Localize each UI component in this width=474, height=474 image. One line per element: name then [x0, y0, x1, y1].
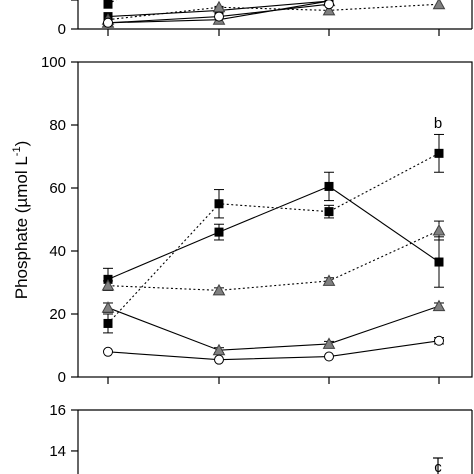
panel-a-series-2-line	[107, 3, 440, 21]
panel-b-series-2-point	[101, 279, 115, 291]
panel-c-y-tick-label: 14	[49, 443, 66, 460]
panel-b-series-4-point	[103, 346, 113, 357]
panel-b-series-4-point	[434, 335, 444, 346]
panel-b-series-4-point	[324, 351, 334, 362]
panel-a: 0	[58, 0, 473, 38]
panel-b-series-3-line	[107, 305, 440, 351]
panel-b-series-4-point	[214, 354, 224, 365]
panel-a-series-2-point	[432, 0, 446, 10]
y-tick-label: 40	[49, 243, 66, 260]
y-tick-label: 60	[49, 180, 66, 197]
panel-b-series-2-point	[322, 274, 336, 286]
panel-b-letter: b	[434, 115, 442, 132]
panel-b-series-2-line	[107, 230, 440, 291]
panel-a-series-4-point	[214, 11, 224, 22]
panel-b-series-1-point	[324, 181, 334, 191]
panel-c-y-tick-label: 16	[49, 402, 66, 419]
panel-b: b Phosphate (µmol L-1) 0 20 40 60 80 100	[11, 54, 473, 386]
panel-a-y-tick-label: 0	[58, 21, 66, 38]
panel-b-series-0-point	[103, 318, 113, 328]
panel-b-series-4-line	[107, 340, 440, 361]
panel-b-series-3-point	[432, 299, 446, 312]
panel-b-series-0-point	[324, 207, 334, 217]
panel-b-series-1-point	[434, 257, 444, 267]
panel-b-series-0-point	[214, 199, 224, 209]
panel-a-series-4-point	[103, 17, 113, 28]
panel-b-series-0-line	[107, 152, 440, 324]
y-axis-title: Phosphate (µmol L-1)	[11, 141, 31, 300]
panel-b-series-0-point	[434, 148, 444, 158]
panel-a-series-0-point	[103, 0, 113, 9]
y-tick-label: 80	[49, 117, 66, 134]
panel-b-series-1-line	[107, 185, 440, 280]
panel-b-series-2-point	[212, 283, 226, 296]
panel-b-series-2-point	[432, 223, 446, 236]
panel-a-series-4-point	[324, 0, 334, 10]
y-tick-label: 20	[49, 306, 66, 323]
panel-b-series-3-point	[322, 337, 336, 349]
y-tick-label: 100	[41, 54, 66, 71]
y-tick-label: 0	[58, 369, 66, 386]
panel-b-series-3-point	[101, 301, 115, 313]
panel-b-series-1-point	[214, 227, 224, 237]
panel-b-frame	[77, 61, 473, 378]
panel-a-series-2-point	[322, 3, 336, 16]
